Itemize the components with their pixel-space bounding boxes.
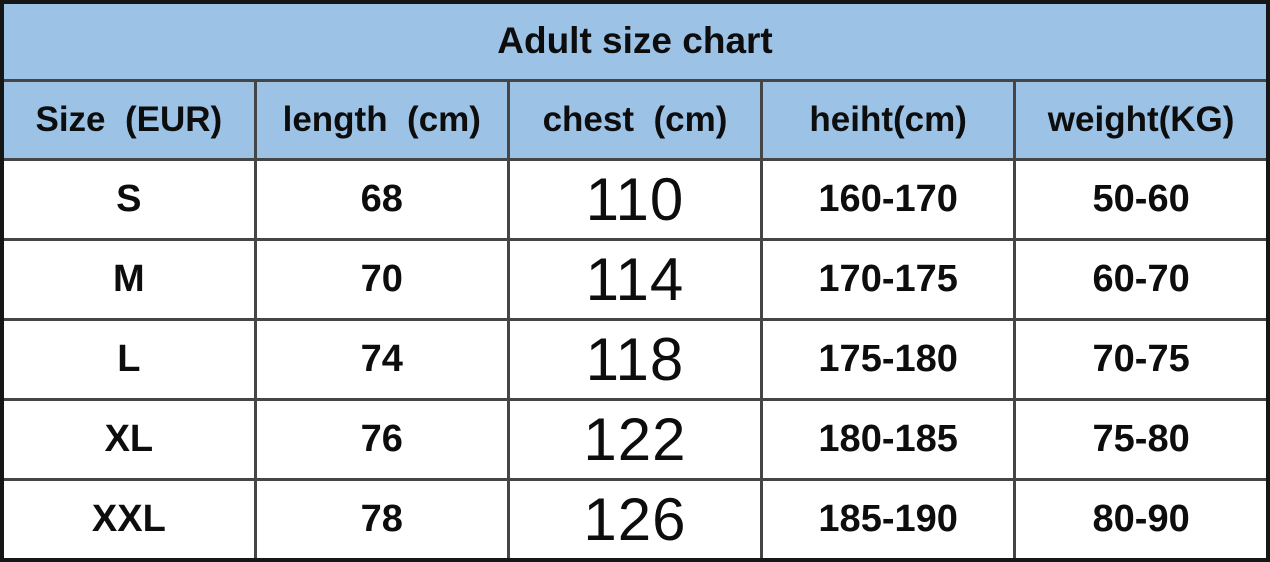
table-row-l: L 74 118 175-180 70-75: [0, 317, 1270, 401]
table-row-xl: XL 76 122 180-185 75-80: [0, 397, 1270, 481]
cell-weight: 70-75: [1013, 317, 1270, 401]
cell-chest: 114: [506, 237, 764, 321]
cell-chest: 118: [506, 317, 764, 401]
cell-length: 74: [253, 317, 510, 401]
cell-length: 70: [253, 237, 510, 321]
table-row-xxl: XXL 78 126 185-190 80-90: [0, 477, 1270, 562]
cell-chest: 122: [506, 397, 764, 481]
cell-weight: 75-80: [1013, 397, 1270, 481]
table-row-s: S 68 110 160-170 50-60: [0, 157, 1270, 241]
cell-length: 76: [253, 397, 510, 481]
cell-size: XXL: [0, 477, 257, 562]
table-row-m: M 70 114 170-175 60-70: [0, 237, 1270, 321]
cell-length: 68: [253, 157, 510, 241]
cell-size: M: [0, 237, 257, 321]
cell-weight: 60-70: [1013, 237, 1270, 321]
column-header-weight: weight(KG): [1013, 78, 1270, 161]
cell-chest: 126: [506, 477, 764, 562]
table-header-row: Size (EUR) length (cm) chest (cm) heiht(…: [0, 78, 1270, 161]
cell-height: 180-185: [760, 397, 1017, 481]
column-header-size: Size (EUR): [0, 78, 257, 161]
cell-weight: 80-90: [1013, 477, 1270, 562]
table-title-row: Adult size chart: [0, 0, 1270, 82]
column-header-length: length (cm): [253, 78, 510, 161]
cell-size: XL: [0, 397, 257, 481]
cell-height: 185-190: [760, 477, 1017, 562]
table-title: Adult size chart: [0, 0, 1270, 82]
cell-height: 160-170: [760, 157, 1017, 241]
cell-weight: 50-60: [1013, 157, 1270, 241]
cell-length: 78: [253, 477, 510, 562]
cell-size: L: [0, 317, 257, 401]
column-header-height: heiht(cm): [760, 78, 1017, 161]
cell-size: S: [0, 157, 257, 241]
cell-height: 170-175: [760, 237, 1017, 321]
cell-chest: 110: [506, 157, 764, 241]
column-header-chest: chest (cm): [506, 78, 764, 161]
cell-height: 175-180: [760, 317, 1017, 401]
